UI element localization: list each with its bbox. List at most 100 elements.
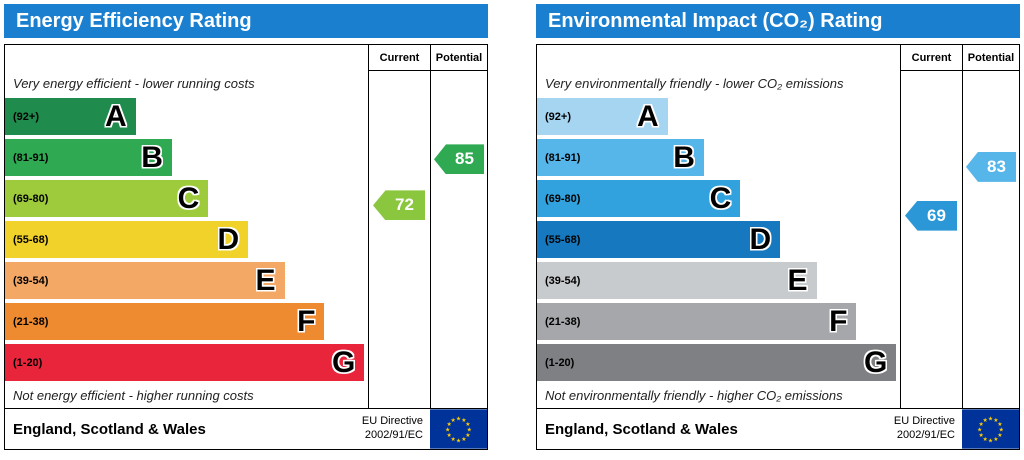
region-label: England, Scotland & Wales <box>13 420 206 438</box>
band-area: Very energy efficient - lower running co… <box>5 71 368 408</box>
band-row: (21-38) F <box>537 301 900 342</box>
svg-text:★: ★ <box>993 436 998 443</box>
band-range-label: (1-20) <box>13 356 43 369</box>
chart-body: Very environmentally friendly - lower CO… <box>537 71 1019 408</box>
band-letter: G <box>864 345 888 379</box>
band-row: (69-80) C <box>537 178 900 219</box>
svg-text:★: ★ <box>993 417 998 424</box>
band-row: (92+) A <box>5 96 368 137</box>
band-letter: B <box>141 140 163 174</box>
top-note: Very environmentally friendly - lower CO… <box>545 76 844 91</box>
svg-text:★: ★ <box>988 416 993 423</box>
band-row: (69-80) C <box>5 178 368 219</box>
svg-text:★: ★ <box>979 432 984 439</box>
band-bar-f: (21-38) F <box>5 303 325 340</box>
band-letter: A <box>105 99 127 133</box>
band-bar-e: (39-54) E <box>5 262 285 299</box>
eu-directive-label: EU Directive 2002/91/EC <box>894 409 962 449</box>
band-row: (55-68) D <box>537 219 900 260</box>
band-bar-d: (55-68) D <box>537 221 781 258</box>
chart-title: Environmental Impact (CO₂) Rating <box>536 4 1020 38</box>
band-rows: (92+) A (81-91) B (69-80) C (55-68) D (39-54) E (2… <box>5 96 368 383</box>
chart-body: Very energy efficient - lower running co… <box>5 71 487 408</box>
band-bar-f: (21-38) F <box>537 303 857 340</box>
energy-efficiency-chart: Energy Efficiency Rating Current Potenti… <box>4 4 488 456</box>
band-row: (1-20) G <box>5 342 368 383</box>
svg-text:★: ★ <box>982 417 987 424</box>
eu-flag-icon: ★ ★ ★ ★ ★ ★ ★ ★ ★ ★ ★ ★ <box>430 409 487 449</box>
band-bar-a: (92+) A <box>5 98 136 135</box>
current-column-header: Current <box>900 45 962 71</box>
band-row: (92+) A <box>537 96 900 137</box>
potential-rating-arrow: 83 <box>966 151 1016 182</box>
eu-directive-line1: EU Directive <box>361 415 423 428</box>
eu-directive-line2: 2002/91/EC <box>896 429 955 441</box>
chart-frame: Current Potential Very energy efficient … <box>4 44 488 450</box>
svg-text:★: ★ <box>979 421 984 428</box>
svg-text:★: ★ <box>456 416 461 423</box>
svg-text:★: ★ <box>450 436 455 443</box>
band-range-label: (21-38) <box>13 315 49 328</box>
band-letter: F <box>829 304 848 338</box>
svg-text:★: ★ <box>465 421 470 428</box>
top-note: Very energy efficient - lower running co… <box>13 76 255 91</box>
band-row: (21-38) F <box>5 301 368 342</box>
bottom-note: Not energy efficient - higher running co… <box>13 388 254 403</box>
band-range-label: (21-38) <box>545 315 581 328</box>
band-range-label: (55-68) <box>545 233 581 246</box>
band-range-label: (1-20) <box>545 356 575 369</box>
current-column: 72 <box>368 71 430 408</box>
region-label: England, Scotland & Wales <box>545 420 738 438</box>
current-rating-arrow: 72 <box>373 190 425 221</box>
band-bar-b: (81-91) B <box>537 139 704 176</box>
band-letter: D <box>217 222 240 256</box>
band-range-label: (39-54) <box>545 274 581 287</box>
band-rows: (92+) A (81-91) B (69-80) C (55-68) D (39-54) E (2… <box>537 96 900 383</box>
chart-title: Energy Efficiency Rating <box>4 4 488 38</box>
band-letter: G <box>332 345 356 379</box>
potential-column: 85 <box>430 71 487 408</box>
band-letter: F <box>297 304 316 338</box>
band-row: (1-20) G <box>537 342 900 383</box>
eu-directive-line2: 2002/91/EC <box>364 429 423 441</box>
band-range-label: (55-68) <box>13 233 49 246</box>
band-letter: B <box>673 140 695 174</box>
svg-text:★: ★ <box>447 432 452 439</box>
band-range-label: (39-54) <box>13 274 49 287</box>
band-range-label: (81-91) <box>13 151 49 164</box>
svg-text:★: ★ <box>447 421 452 428</box>
column-header-spacer <box>5 45 368 71</box>
band-letter: C <box>177 181 200 215</box>
potential-column-header: Potential <box>430 45 487 71</box>
current-rating-arrow: 69 <box>905 200 957 231</box>
band-bar-d: (55-68) D <box>5 221 249 258</box>
svg-text:★: ★ <box>999 426 1004 433</box>
chart-footer: England, Scotland & Wales EU Directive 2… <box>5 408 487 449</box>
svg-text:★: ★ <box>982 436 987 443</box>
bottom-note: Not environmentally friendly - higher CO… <box>545 388 843 403</box>
band-row: (81-91) B <box>5 137 368 178</box>
band-bar-g: (1-20) G <box>5 344 365 381</box>
column-header-row: Current Potential <box>5 45 487 71</box>
potential-rating-arrow: 85 <box>434 144 484 175</box>
band-letter: D <box>749 222 772 256</box>
svg-text:★: ★ <box>450 417 455 424</box>
chart-frame: Current Potential Very environmentally f… <box>536 44 1020 450</box>
eu-directive-line1: EU Directive <box>893 415 955 428</box>
band-letter: E <box>255 263 276 297</box>
svg-text:★: ★ <box>461 417 466 424</box>
svg-text:★: ★ <box>997 432 1002 439</box>
current-column-header: Current <box>368 45 430 71</box>
band-range-label: (69-80) <box>13 192 49 205</box>
band-row: (39-54) E <box>537 260 900 301</box>
svg-text:★: ★ <box>456 437 461 444</box>
band-bar-a: (92+) A <box>537 98 668 135</box>
band-row: (55-68) D <box>5 219 368 260</box>
svg-text:★: ★ <box>445 426 450 433</box>
band-bar-b: (81-91) B <box>5 139 172 176</box>
eu-directive-label: EU Directive 2002/91/EC <box>362 409 430 449</box>
band-row: (39-54) E <box>5 260 368 301</box>
potential-column-header: Potential <box>962 45 1019 71</box>
svg-text:★: ★ <box>997 421 1002 428</box>
